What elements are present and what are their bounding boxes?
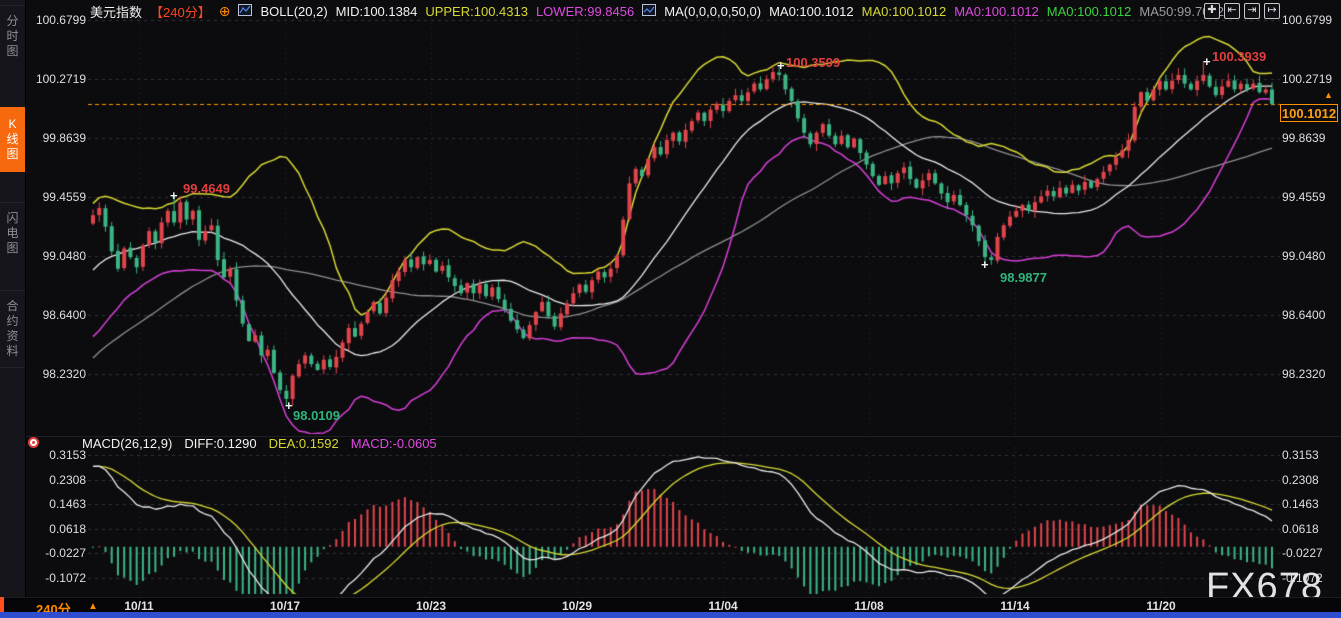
period-direction-icon: ▲ — [88, 601, 98, 612]
x-axis-date-label: 11/20 — [1146, 599, 1176, 613]
swing-price-label: 100.3599 — [786, 55, 841, 70]
macd-y-axis-label-left: -0.0227 — [45, 546, 86, 561]
x-axis-date-label: 11/04 — [708, 599, 738, 613]
ma0-value-2: MA0:100.1012 — [861, 4, 947, 19]
ma-indicator-icon[interactable] — [642, 4, 657, 19]
ma50-value: MA50:99.7042 — [1139, 4, 1224, 19]
swing-cross-marker: + — [981, 257, 989, 272]
add-indicator-icon[interactable]: ⊕ — [218, 3, 231, 19]
x-axis-date-label: 11/08 — [854, 599, 884, 613]
bottom-blue-strip — [0, 612, 1341, 618]
swing-price-label: 99.4649 — [183, 181, 230, 196]
price-marker-icon: ▲ — [1324, 90, 1333, 100]
boll-lower-value: LOWER:99.8456 — [535, 4, 635, 19]
bottom-left-accent — [0, 597, 4, 612]
swing-cross-marker: + — [1203, 54, 1211, 69]
jump-latest-icon[interactable]: ↦ — [1264, 3, 1280, 19]
main-y-axis-label-right: 98.2320 — [1282, 366, 1326, 381]
macd-y-axis-label-left: 0.1463 — [49, 497, 86, 512]
current-price-tag: 100.1012 — [1280, 104, 1338, 122]
indicator-marker-icon[interactable] — [28, 437, 39, 448]
main-y-axis-label-left: 99.0480 — [42, 248, 86, 263]
time-axis-bar — [0, 597, 1341, 613]
macd-y-axis-label-right: -0.1072 — [1282, 570, 1323, 585]
sidebar-tab-contract-info[interactable]: 合约资料 — [0, 290, 25, 368]
macd-y-axis-label-right: 0.2308 — [1282, 472, 1319, 487]
macd-y-axis-label-right: 0.3153 — [1282, 448, 1319, 462]
swing-cross-marker: + — [170, 188, 178, 203]
main-y-axis-label-right: 98.6400 — [1282, 307, 1326, 322]
pan-icon[interactable]: ✚ — [1204, 3, 1220, 19]
boll-mid-value: MID:100.1384 — [335, 4, 418, 19]
macd-y-axis-label-left: -0.1072 — [45, 570, 86, 585]
macd-y-axis-label-left: 0.3153 — [49, 448, 86, 462]
macd-y-axis-label-left: 0.2308 — [49, 472, 86, 487]
swing-cross-marker: + — [285, 398, 293, 413]
main-y-axis-label-left: 98.6400 — [42, 307, 86, 322]
swing-price-label: 98.9877 — [1000, 270, 1047, 285]
macd-label: MACD(26,12,9) — [82, 436, 173, 451]
boll-upper-value: UPPER:100.4313 — [425, 4, 528, 19]
main-y-axis-label-left: 100.6799 — [35, 13, 86, 27]
macd-dea-value: DEA:0.1592 — [268, 436, 339, 451]
main-y-axis-label-left: 99.8639 — [42, 130, 86, 145]
indicator-header: 美元指数 【240分】 ⊕ BOLL(20,2) MID:100.1384 UP… — [90, 3, 1224, 20]
scale-left-icon[interactable]: ⇤ — [1224, 3, 1240, 19]
x-axis-date-label: 10/29 — [561, 599, 593, 613]
macd-header: MACD(26,12,9) DIFF:0.1290 DEA:0.1592 MAC… — [82, 436, 437, 451]
macd-y-axis-label-right: -0.0227 — [1282, 546, 1323, 561]
sidebar-tab-timeshare[interactable]: 分时图 — [0, 5, 25, 67]
panel-divider — [25, 436, 1341, 437]
main-y-axis-label-right: 100.6799 — [1282, 13, 1333, 27]
swing-cross-marker: + — [777, 58, 785, 73]
chart-toolbar: ✚ ⇤ ⇥ ↦ — [1204, 3, 1280, 19]
ma0-value-1: MA0:100.1012 — [769, 4, 854, 19]
x-axis-date-label: 11/14 — [1000, 599, 1030, 613]
swing-price-label: 100.3939 — [1212, 49, 1267, 64]
boll-indicator-icon[interactable] — [238, 4, 253, 19]
swing-price-label: 98.0109 — [293, 408, 340, 423]
ma0-value-4: MA0:100.1012 — [1046, 4, 1132, 19]
macd-value: MACD:-0.0605 — [350, 436, 437, 451]
macd-y-axis-label-left: 0.0618 — [49, 521, 86, 536]
sidebar-tab-lightning[interactable]: 闪电图 — [0, 202, 25, 264]
macd-diff-value: DIFF:0.1290 — [184, 436, 257, 451]
macd-y-axis-label-right: 0.0618 — [1282, 521, 1319, 536]
x-axis-date-label: 10/11 — [124, 599, 154, 613]
main-y-axis-label-left: 98.2320 — [42, 366, 86, 381]
x-axis-date-label: 10/17 — [269, 599, 301, 613]
main-y-axis-label-left: 99.4559 — [42, 189, 86, 204]
scale-right-icon[interactable]: ⇥ — [1244, 3, 1260, 19]
boll-label: BOLL(20,2) — [260, 4, 328, 19]
ma-label: MA(0,0,0,0,50,0) — [664, 4, 762, 19]
period-badge[interactable]: 【240分】 — [150, 5, 211, 20]
main-y-axis-label-left: 100.2719 — [35, 71, 86, 86]
x-axis-date-label: 10/23 — [415, 599, 447, 613]
macd-y-axis-label-right: 0.1463 — [1282, 497, 1319, 512]
ma0-value-3: MA0:100.1012 — [954, 4, 1039, 19]
main-y-axis-label-right: 99.0480 — [1282, 248, 1326, 263]
main-y-axis-label-right: 99.8639 — [1282, 130, 1326, 145]
main-y-axis-label-right: 99.4559 — [1282, 189, 1326, 204]
main-y-axis-label-right: 100.2719 — [1282, 71, 1333, 86]
symbol-title: 美元指数 — [90, 5, 143, 20]
